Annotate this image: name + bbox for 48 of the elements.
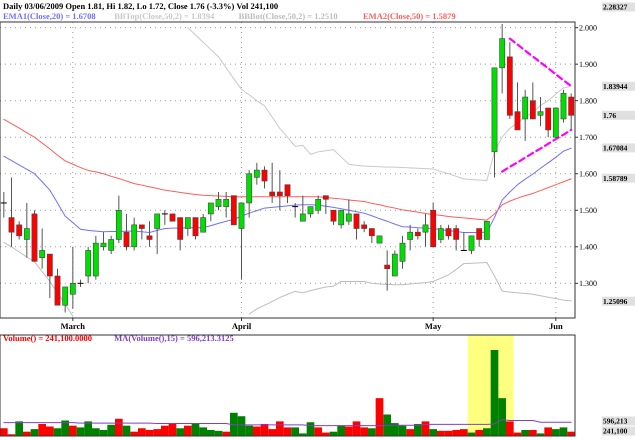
candlestick	[292, 202, 299, 218]
bar	[122, 426, 130, 436]
candlestick	[146, 220, 152, 248]
bar	[376, 398, 384, 436]
y-tick-label: 1.500	[579, 206, 597, 216]
candlestick	[407, 224, 414, 251]
text: EMA2(Close,50) = 1.5879	[363, 11, 456, 21]
line-series	[187, 27, 572, 182]
x-tick-label: April	[232, 321, 252, 331]
bar	[544, 427, 552, 436]
candlestick	[460, 232, 468, 251]
y-tick-label: 2.000	[579, 23, 597, 32]
bar	[184, 426, 192, 436]
text: EMA1(Close,20) = 1.6708	[3, 11, 96, 21]
text: Volume() = 241,100.0000	[3, 333, 92, 343]
y-tick-label: 1.400	[579, 242, 597, 252]
candlestick	[154, 213, 160, 255]
bar	[222, 432, 230, 436]
text: MA(Volume(),15) = 596,213.3125	[114, 333, 234, 343]
bar	[23, 432, 31, 436]
x-tick-label: May	[424, 321, 442, 331]
x-tick-label: Jun	[548, 321, 563, 331]
bar	[422, 421, 430, 436]
bar	[69, 426, 77, 436]
bar	[468, 432, 476, 436]
y-tick-label: 1.600	[579, 170, 597, 179]
candlestick	[484, 220, 490, 240]
text: BBBot(Close,50,2) = 1.2510	[238, 11, 338, 21]
candlestick	[77, 279, 84, 288]
candlestick	[0, 192, 8, 218]
y-tick-label: 1.300	[579, 279, 597, 288]
line-series	[3, 118, 572, 221]
candlestick	[384, 250, 390, 292]
y-tick-label: 1.900	[579, 60, 597, 69]
y-tick-label: 1.700	[579, 133, 597, 142]
y-tick-label: 1.800	[579, 96, 597, 106]
chart-title: Daily 03/06/2009 Open 1.81, Hi 1.82, Lo 1.72, Close 1.76 (-3.3%) Vol 241,100	[3, 1, 278, 11]
candlestick	[138, 224, 145, 240]
x-tick-label: March	[60, 321, 86, 331]
bar	[30, 429, 38, 436]
line-series	[501, 128, 572, 173]
bar	[406, 429, 414, 436]
candlestick	[322, 195, 329, 214]
candlestick	[70, 246, 76, 310]
candlestick	[269, 162, 276, 204]
bar	[429, 429, 437, 436]
candlestick	[161, 210, 168, 226]
line-series	[508, 38, 572, 88]
